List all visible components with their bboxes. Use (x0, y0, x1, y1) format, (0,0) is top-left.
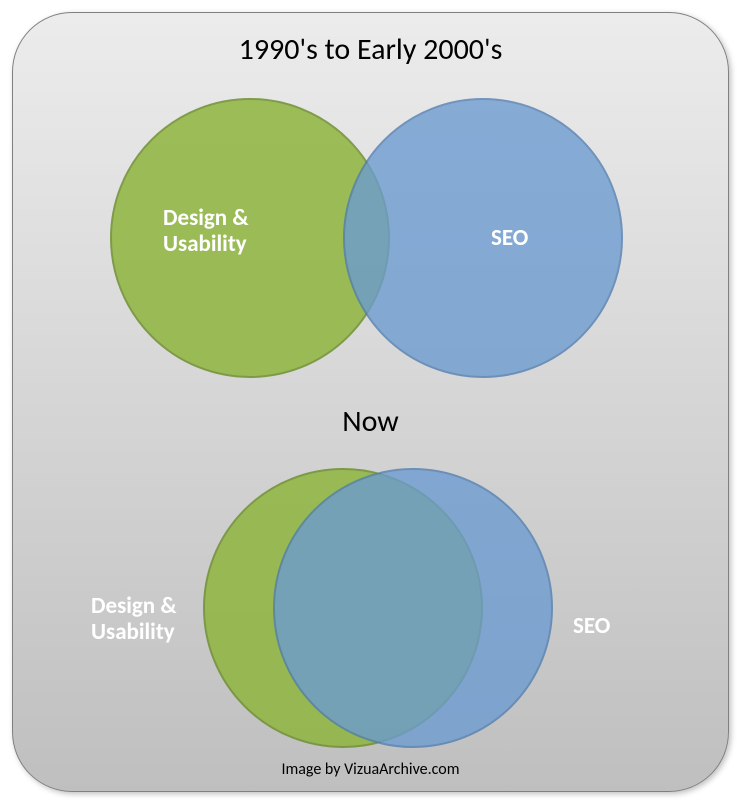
label-seo-now: SEO (573, 613, 610, 639)
label-design-past: Design & Usability (163, 205, 249, 258)
label-design-now: Design & Usability (91, 593, 177, 646)
image-credit: Image by VizuaArchive.com (13, 760, 728, 779)
label-seo-past: SEO (491, 225, 528, 251)
circle-seo-now (273, 468, 553, 748)
era-title-now: Now (13, 403, 728, 440)
era-title-past: 1990's to Early 2000's (13, 31, 728, 68)
infographic-panel: 1990's to Early 2000's Design & Usabilit… (12, 12, 729, 792)
circle-seo-past (343, 98, 623, 378)
